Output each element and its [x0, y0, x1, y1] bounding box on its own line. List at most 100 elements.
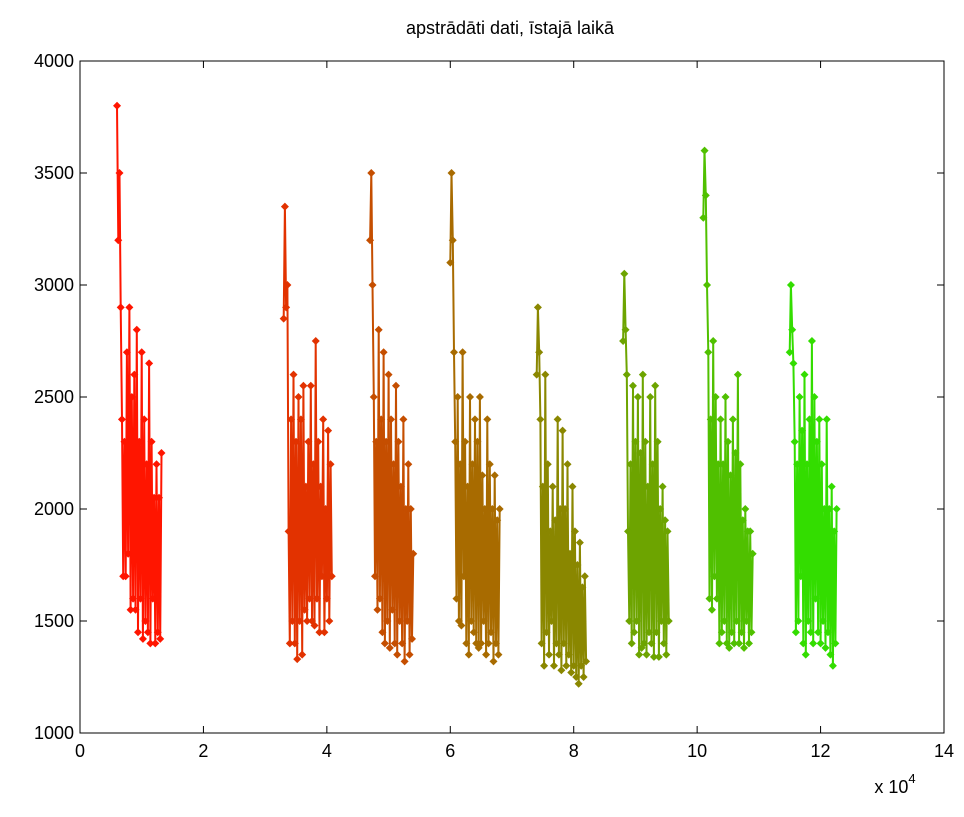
data-point	[473, 437, 482, 446]
data-point	[800, 370, 809, 379]
data-point	[406, 505, 415, 513]
data-point	[721, 393, 730, 401]
data-point	[137, 348, 146, 357]
y-tick-label: 3500	[34, 163, 74, 183]
data-point	[727, 628, 736, 637]
data-point	[620, 269, 629, 278]
data-point	[747, 628, 756, 637]
data-point	[569, 661, 578, 670]
data-point	[547, 617, 556, 625]
data-point	[301, 482, 310, 491]
data-point	[487, 628, 496, 637]
data-point	[151, 639, 160, 648]
data-point	[559, 639, 568, 648]
data-point	[638, 370, 647, 379]
data-point	[447, 169, 456, 177]
data-point	[795, 393, 804, 401]
data-point	[485, 460, 494, 469]
data-point	[703, 281, 712, 289]
data-point	[456, 460, 465, 469]
data-point	[573, 561, 582, 569]
data-point	[279, 314, 288, 323]
data-point	[369, 393, 378, 401]
data-point	[710, 572, 719, 581]
series-1	[113, 101, 166, 648]
series-line	[622, 273, 670, 657]
data-point	[463, 482, 472, 491]
data-point	[789, 359, 798, 368]
data-point	[383, 617, 392, 625]
data-point	[626, 460, 635, 469]
data-point	[553, 415, 562, 424]
data-point	[714, 460, 723, 469]
x-tick-label: 0	[75, 741, 85, 761]
data-point	[298, 650, 307, 659]
data-point	[145, 359, 154, 368]
data-point	[822, 415, 831, 424]
data-point	[490, 471, 499, 480]
data-point	[728, 415, 737, 424]
data-point	[391, 381, 400, 390]
data-point	[322, 594, 331, 603]
data-point	[577, 661, 586, 670]
data-point	[791, 628, 800, 637]
data-point	[464, 650, 473, 659]
data-point	[540, 661, 549, 670]
data-point	[141, 617, 150, 625]
plot-area	[113, 101, 841, 688]
data-point	[548, 482, 557, 491]
data-point	[382, 437, 391, 446]
data-point	[801, 650, 810, 659]
data-point	[566, 549, 575, 558]
series-4	[446, 169, 504, 666]
series-5	[532, 303, 591, 688]
data-point	[554, 650, 563, 659]
data-point	[640, 639, 649, 648]
data-point	[461, 437, 470, 446]
data-point	[798, 426, 807, 435]
series-6	[619, 269, 673, 661]
data-point	[114, 236, 123, 245]
data-point	[741, 505, 750, 513]
data-point	[658, 482, 667, 491]
data-point	[495, 505, 504, 513]
data-point	[135, 437, 144, 446]
x-tick-label: 10	[687, 741, 707, 761]
data-point	[804, 617, 813, 625]
data-point	[532, 370, 541, 379]
data-point	[819, 617, 828, 625]
x-tick-label: 14	[934, 741, 954, 761]
data-point	[735, 639, 744, 648]
data-point	[312, 594, 321, 603]
data-point	[564, 650, 573, 659]
series-8	[785, 281, 841, 670]
data-point	[448, 236, 457, 245]
data-point	[642, 650, 651, 659]
data-point	[147, 437, 156, 446]
data-point	[324, 426, 333, 435]
data-point	[327, 572, 336, 581]
data-point	[320, 628, 329, 637]
series-2	[279, 202, 336, 664]
y-tick-label: 1500	[34, 611, 74, 631]
data-point	[631, 437, 640, 446]
data-point	[546, 527, 555, 536]
data-point	[457, 621, 466, 630]
data-point	[537, 639, 546, 648]
data-point	[659, 639, 668, 648]
data-point	[325, 617, 334, 625]
data-point	[794, 617, 803, 625]
data-point	[641, 437, 650, 446]
data-point	[552, 639, 561, 648]
data-point	[399, 415, 408, 424]
data-point	[290, 639, 299, 648]
data-point	[319, 415, 328, 424]
data-point	[809, 639, 818, 648]
data-point	[643, 482, 652, 491]
series-line	[369, 172, 415, 662]
data-point	[812, 437, 821, 446]
data-point	[699, 213, 708, 222]
data-point	[579, 673, 588, 681]
data-point	[825, 505, 834, 513]
data-point	[154, 493, 163, 502]
